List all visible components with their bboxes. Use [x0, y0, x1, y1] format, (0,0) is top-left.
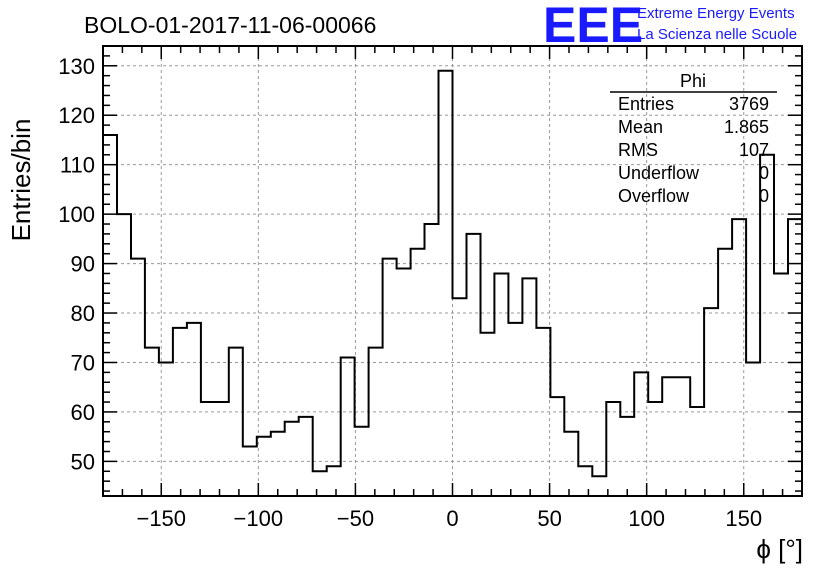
y-axis-title: Entries/bin: [6, 119, 36, 242]
stats-title: Phi: [680, 71, 706, 91]
y-tick-label: 110: [60, 153, 95, 178]
y-tick-label: 120: [58, 103, 95, 128]
logo-line-2: La Scienza nelle Scuole: [637, 26, 797, 43]
chart-title: BOLO-01-2017-11-06-00066: [84, 12, 376, 38]
eee-logo: EEE Extreme Energy Events La Scienza nel…: [543, 0, 797, 53]
stats-row-value: 0: [759, 163, 769, 183]
y-axis: 50 60 70 80 90 100 110 120 130: [58, 45, 802, 492]
y-tick-label: 50: [71, 449, 95, 474]
y-tick-label: 130: [58, 54, 95, 79]
x-tick-label: 150: [725, 506, 762, 531]
x-tick-label: 0: [446, 506, 458, 531]
stats-rows: Entries 3769 Mean 1.865 RMS 107 Underflow 0 Over…: [618, 94, 769, 206]
x-tick-label: −50: [337, 506, 374, 531]
stats-row-label: Mean: [618, 117, 663, 137]
stats-row-value: 107: [739, 140, 769, 160]
stats-row-value: 1.865: [724, 117, 769, 137]
x-axis-title: ϕ [°]: [756, 534, 803, 564]
stats-row-label: Entries: [618, 94, 674, 114]
y-tick-label: 100: [58, 202, 95, 227]
stats-row-value: 3769: [729, 94, 769, 114]
x-axis: −150 −100 −50 0 50 100 150: [102, 46, 803, 531]
logo-line-1: Extreme Energy Events: [637, 5, 795, 22]
x-tick-label: 50: [537, 506, 561, 531]
logo-mark: EEE: [543, 0, 643, 53]
y-tick-label: 60: [71, 400, 95, 425]
stats-row-label: RMS: [618, 140, 658, 160]
x-tick-label: −150: [136, 506, 186, 531]
stats-row-label: Underflow: [618, 163, 700, 183]
stats-box: Phi Entries 3769 Mean 1.865 RMS 107 Underflow 0…: [610, 71, 777, 206]
y-tick-label: 80: [71, 301, 95, 326]
y-tick-label: 90: [71, 252, 95, 277]
stats-row-value: 0: [759, 186, 769, 206]
stats-row-label: Overflow: [618, 186, 690, 206]
y-tick-label: 70: [71, 350, 95, 375]
histogram-line: [103, 69, 802, 478]
x-tick-label: −100: [234, 506, 284, 531]
grid: [103, 46, 802, 496]
x-tick-label: 100: [628, 506, 665, 531]
